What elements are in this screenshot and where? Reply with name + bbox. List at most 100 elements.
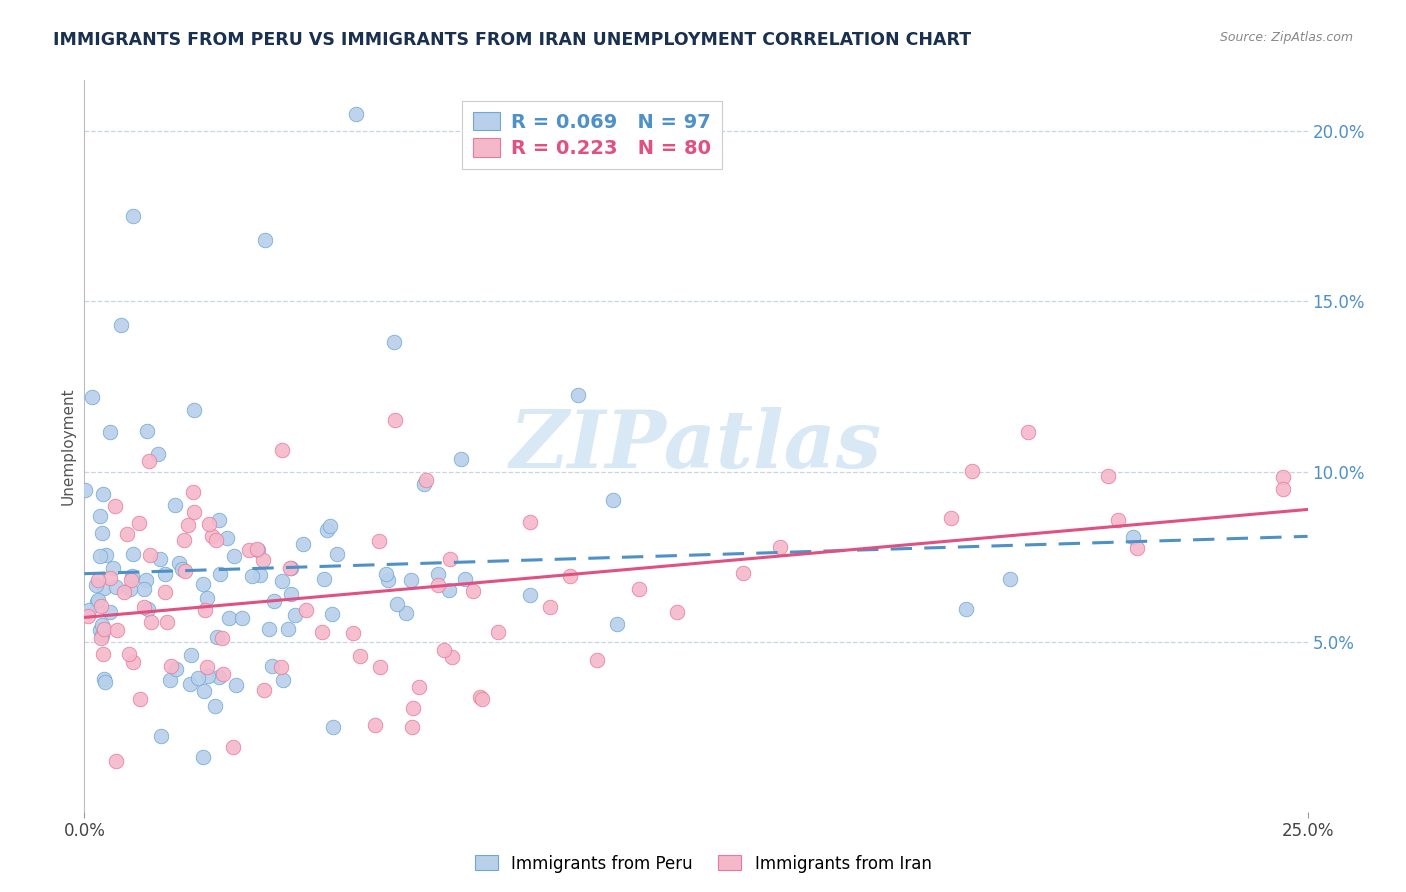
Point <box>212 667 235 681</box>
Point <box>138 454 160 468</box>
Point <box>384 413 406 427</box>
Point <box>368 660 391 674</box>
Point <box>201 529 224 543</box>
Point <box>128 516 150 530</box>
Point <box>173 533 195 547</box>
Point <box>253 682 276 697</box>
Point <box>163 498 186 512</box>
Point <box>312 572 335 586</box>
Point <box>86 594 108 608</box>
Point <box>560 568 582 582</box>
Point <box>486 625 509 640</box>
Point <box>86 577 108 591</box>
Point <box>177 518 200 533</box>
Point <box>270 660 292 674</box>
Point <box>120 582 142 596</box>
Point <box>207 631 229 645</box>
Legend: Immigrants from Peru, Immigrants from Iran: Immigrants from Peru, Immigrants from Ir… <box>468 848 938 880</box>
Point <box>567 388 589 402</box>
Text: Source: ZipAtlas.com: Source: ZipAtlas.com <box>1219 31 1353 45</box>
Point <box>197 668 219 682</box>
Point <box>246 542 269 557</box>
Point <box>89 599 111 614</box>
Point <box>382 335 405 350</box>
Point <box>222 740 245 755</box>
Point <box>368 533 391 548</box>
Point <box>91 648 114 662</box>
Point <box>454 573 477 587</box>
Point <box>249 567 271 582</box>
Point <box>319 518 342 533</box>
Point <box>401 720 423 734</box>
Point <box>257 622 280 636</box>
Point <box>316 524 339 538</box>
Point <box>412 477 434 491</box>
Point <box>134 582 156 596</box>
Point <box>105 623 128 637</box>
Point <box>112 584 135 599</box>
Point <box>450 452 472 467</box>
Point <box>136 424 159 438</box>
Point <box>433 643 456 657</box>
Point <box>98 571 121 585</box>
Point <box>93 622 115 636</box>
Point <box>731 566 754 581</box>
Point <box>129 691 152 706</box>
Point <box>121 568 143 582</box>
Point <box>225 678 247 692</box>
Point <box>89 508 111 523</box>
Point <box>519 588 541 602</box>
Point <box>1097 469 1119 483</box>
Point <box>89 549 111 563</box>
Point <box>104 754 127 768</box>
Point <box>167 556 190 570</box>
Point <box>271 673 294 687</box>
Point <box>252 553 274 567</box>
Point <box>538 600 561 615</box>
Point <box>104 500 127 514</box>
Point <box>98 425 121 439</box>
Point <box>103 561 125 575</box>
Point <box>471 691 494 706</box>
Point <box>181 484 204 499</box>
Point <box>90 618 112 632</box>
Point <box>91 487 114 501</box>
Point <box>1272 482 1295 496</box>
Point <box>149 551 172 566</box>
Point <box>197 517 219 532</box>
Point <box>408 680 430 694</box>
Point <box>292 537 315 551</box>
Point <box>402 701 425 715</box>
Point <box>77 609 100 624</box>
Point <box>139 548 162 562</box>
Point <box>374 566 396 581</box>
Point <box>426 578 449 592</box>
Point <box>195 591 218 606</box>
Point <box>146 447 169 461</box>
Point <box>284 607 307 622</box>
Point <box>205 533 228 547</box>
Point <box>231 611 253 625</box>
Point <box>270 443 292 458</box>
Point <box>364 718 387 732</box>
Y-axis label: Unemployment: Unemployment <box>60 387 76 505</box>
Point <box>395 606 418 620</box>
Point <box>122 210 145 224</box>
Point <box>110 318 132 333</box>
Point <box>277 622 299 636</box>
Point <box>87 593 110 607</box>
Point <box>156 615 179 629</box>
Point <box>149 729 172 743</box>
Point <box>441 650 464 665</box>
Point <box>278 561 301 575</box>
Point <box>1107 513 1129 527</box>
Point <box>80 390 103 404</box>
Point <box>118 647 141 661</box>
Point <box>89 623 111 637</box>
Point <box>204 699 226 714</box>
Point <box>153 566 176 581</box>
Point <box>193 576 215 591</box>
Point <box>208 567 231 582</box>
Point <box>91 525 114 540</box>
Text: ZIPatlas: ZIPatlas <box>510 408 882 484</box>
